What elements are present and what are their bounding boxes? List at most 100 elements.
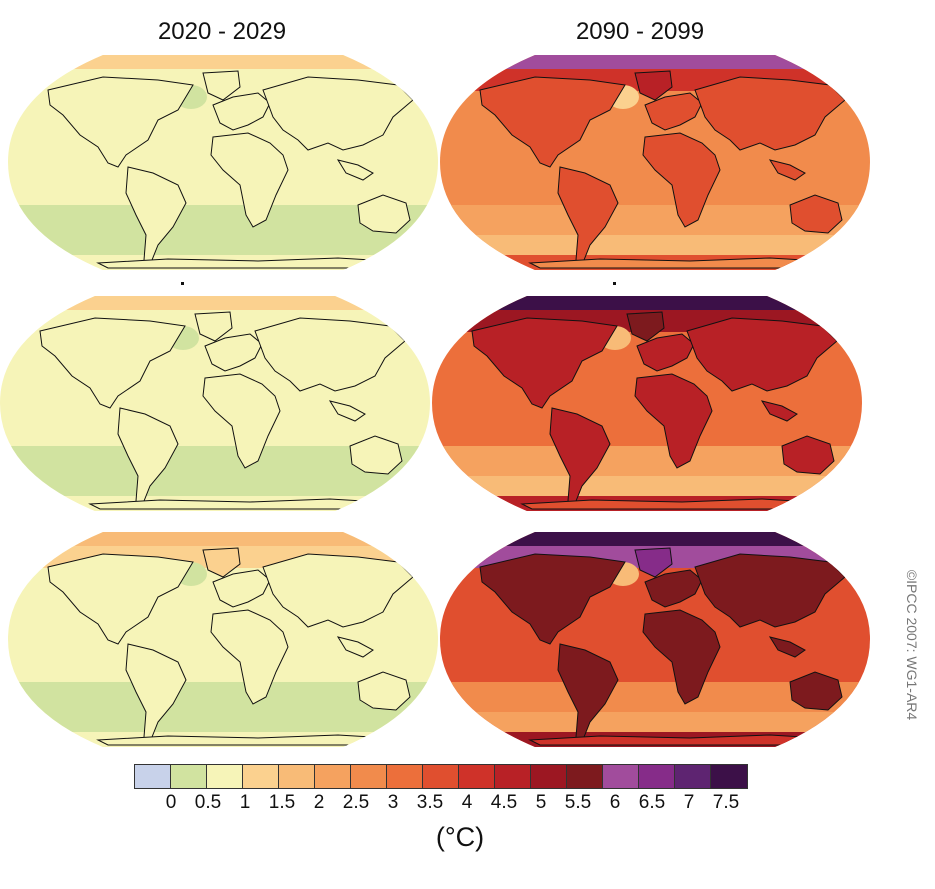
continent-south-america — [117, 407, 179, 507]
continent-north-america — [479, 76, 626, 168]
arctic-band — [440, 55, 870, 69]
continent-north-america — [47, 553, 194, 645]
separator-dot-left — [181, 282, 184, 285]
continent-europe — [644, 92, 703, 131]
color-swatch-7 — [387, 765, 423, 788]
tick-label: 2.5 — [342, 792, 370, 813]
far-south-band — [8, 712, 438, 732]
continent-australia — [789, 194, 843, 234]
tick-label: 5 — [535, 792, 547, 813]
arctic-band — [432, 296, 862, 310]
continent-south-america — [125, 166, 187, 266]
continent-greenland — [634, 70, 673, 101]
continent-africa — [210, 609, 289, 705]
color-swatch-13 — [603, 765, 639, 788]
color-scale-bar — [134, 764, 748, 789]
continent-australia — [357, 671, 411, 711]
arctic-band — [0, 296, 430, 310]
continent-southeast-asia — [336, 159, 374, 181]
color-swatch-2 — [207, 765, 243, 788]
tick-label: 7.5 — [712, 792, 740, 813]
map-panel-2090-2099-row1 — [440, 55, 870, 270]
arctic-band — [8, 55, 438, 69]
continent-australia — [357, 194, 411, 234]
continent-africa — [202, 373, 281, 469]
continent-greenland — [202, 547, 241, 578]
color-swatch-0 — [135, 765, 171, 788]
color-swatch-1 — [171, 765, 207, 788]
continent-antarctica — [96, 257, 390, 269]
continent-australia — [789, 671, 843, 711]
continent-australia — [349, 435, 403, 475]
continent-southeast-asia — [760, 400, 798, 422]
color-swatch-9 — [459, 765, 495, 788]
tick-label: 2 — [313, 792, 325, 813]
map-panel-2090-2099-row3 — [440, 532, 870, 747]
continent-africa — [210, 132, 289, 228]
color-swatch-5 — [315, 765, 351, 788]
color-swatch-15 — [675, 765, 711, 788]
continent-north-america — [47, 76, 194, 168]
copyright-notice: ©IPCC 2007: WG1-AR4 — [904, 569, 920, 721]
color-swatch-4 — [279, 765, 315, 788]
arctic-band — [440, 532, 870, 546]
color-scale-unit-label: (°C) — [435, 822, 485, 852]
continent-greenland — [626, 311, 665, 342]
continent-north-america — [479, 553, 626, 645]
far-south-band — [8, 235, 438, 255]
color-swatch-11 — [531, 765, 567, 788]
continent-north-america — [471, 317, 618, 409]
tick-label: 7 — [683, 792, 695, 813]
continent-europe — [636, 333, 695, 372]
continent-asia — [262, 76, 414, 151]
tick-label: 6.5 — [638, 792, 666, 813]
map-panel-2020-2029-row2 — [0, 296, 430, 511]
column-title-2020-2029: 2020 - 2029 — [157, 18, 287, 45]
continent-southeast-asia — [768, 636, 806, 658]
map-panel-2090-2099-row2 — [432, 296, 862, 511]
continent-southeast-asia — [328, 400, 366, 422]
continent-greenland — [202, 70, 241, 101]
tick-label: 4 — [461, 792, 473, 813]
continent-south-america — [125, 643, 187, 743]
continent-africa — [642, 609, 721, 705]
tick-label: 0 — [165, 792, 177, 813]
tick-label: 0.5 — [194, 792, 222, 813]
tick-label: 1 — [239, 792, 251, 813]
continent-europe — [644, 569, 703, 608]
continent-asia — [254, 317, 406, 392]
continent-africa — [634, 373, 713, 469]
tick-label: 6 — [609, 792, 621, 813]
continent-asia — [686, 317, 838, 392]
continent-antarctica — [88, 498, 382, 510]
arctic-band — [8, 532, 438, 546]
continent-southeast-asia — [768, 159, 806, 181]
tick-label: 3 — [387, 792, 399, 813]
continent-antarctica — [528, 257, 822, 269]
continent-south-america — [557, 643, 619, 743]
continent-asia — [262, 553, 414, 628]
far-south-band — [0, 476, 430, 496]
tick-label: 4.5 — [490, 792, 518, 813]
continent-australia — [781, 435, 835, 475]
continent-southeast-asia — [336, 636, 374, 658]
color-swatch-6 — [351, 765, 387, 788]
color-swatch-3 — [243, 765, 279, 788]
continent-greenland — [194, 311, 233, 342]
color-swatch-8 — [423, 765, 459, 788]
continent-antarctica — [528, 734, 822, 746]
continent-europe — [204, 333, 263, 372]
color-swatch-12 — [567, 765, 603, 788]
tick-label: 5.5 — [564, 792, 592, 813]
far-south-band — [432, 476, 862, 496]
separator-dot-right — [613, 282, 616, 285]
continent-antarctica — [520, 498, 814, 510]
continent-africa — [642, 132, 721, 228]
map-panel-2020-2029-row3 — [8, 532, 438, 747]
continent-asia — [694, 553, 846, 628]
color-scale-tick-labels: 0 0.5 1 1.5 2 2.5 3 3.5 4 4.5 5 5.5 6 6.5 7 7.5 — [134, 792, 774, 818]
color-swatch-14 — [639, 765, 675, 788]
continent-south-america — [549, 407, 611, 507]
continent-asia — [694, 76, 846, 151]
continent-europe — [212, 92, 271, 131]
